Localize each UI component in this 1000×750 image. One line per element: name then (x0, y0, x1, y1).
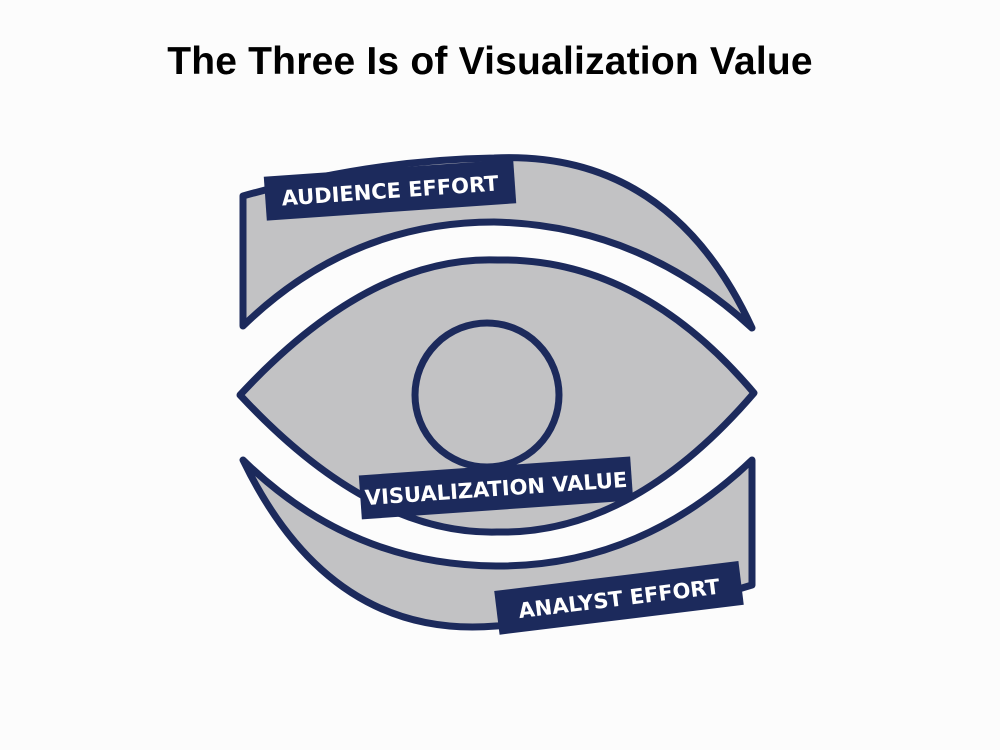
analyst-effort-label-bg (494, 561, 744, 635)
audience-effort-label-bg (263, 159, 517, 221)
eye-pupil (411, 319, 563, 471)
audience-effort-band: AUDIENCE EFFORT (239, 154, 756, 332)
visualization-value-label-bg (358, 456, 634, 520)
visualization-value-eye: VISUALIZATION VALUE (236, 256, 758, 536)
slide-title: The Three Is of Visualization Value (167, 40, 813, 83)
analyst-effort-band: ANALYST EFFORT (239, 456, 756, 635)
